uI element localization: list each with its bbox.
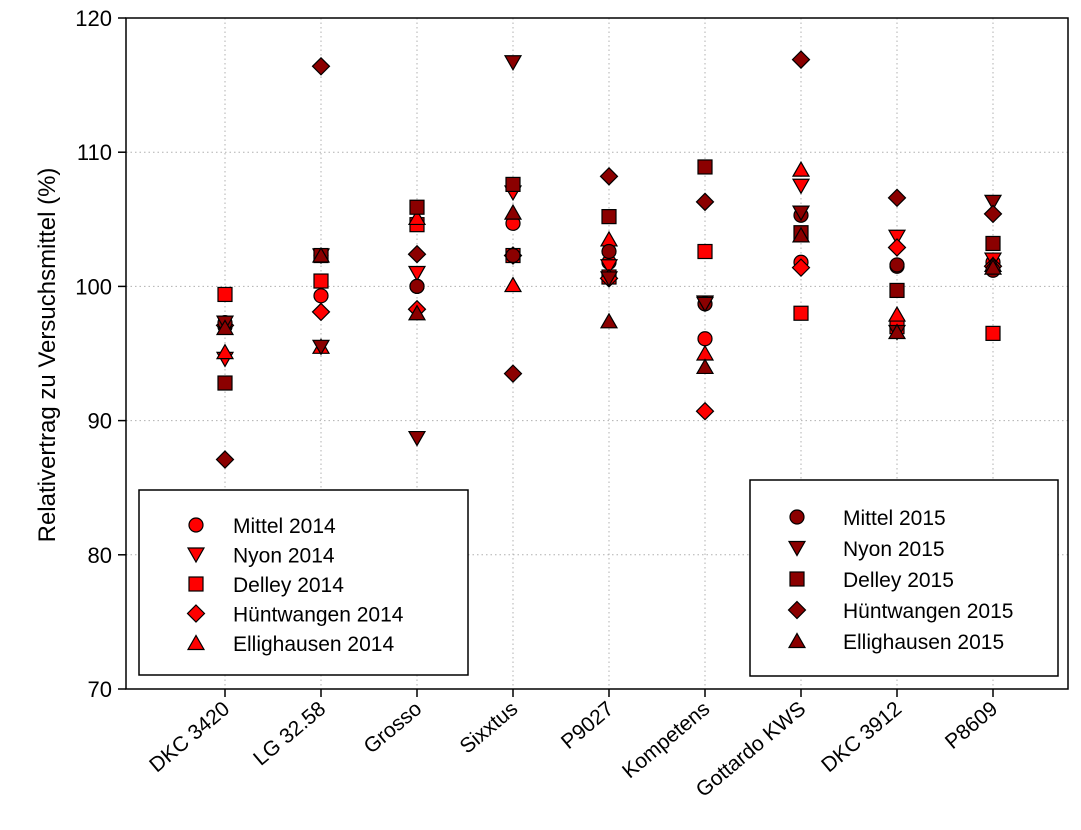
- y-tick-label: 90: [88, 409, 112, 434]
- y-tick-label: 100: [75, 274, 112, 299]
- x-tick-label: P8609: [941, 697, 1002, 754]
- legend-marker: [188, 517, 204, 533]
- data-point: [887, 305, 907, 322]
- data-point: [601, 243, 617, 260]
- data-point: [217, 286, 233, 303]
- data-point: [889, 257, 905, 273]
- data-point: [503, 364, 523, 383]
- data-point: [599, 312, 619, 329]
- data-point: [215, 343, 235, 360]
- data-point: [889, 282, 905, 299]
- data-point: [697, 331, 713, 347]
- data-point: [983, 204, 1003, 224]
- y-tick-label: 110: [77, 140, 112, 165]
- x-tick-label: Grosso: [360, 697, 427, 758]
- data-point: [887, 188, 907, 208]
- data-point: [407, 265, 427, 282]
- data-point: [697, 243, 713, 260]
- legend-label: Ellighausen 2014: [233, 633, 394, 656]
- data-point: [793, 305, 809, 321]
- legend-marker: [186, 547, 206, 564]
- data-point: [217, 375, 233, 391]
- data-point: [791, 226, 811, 243]
- legend-marker: [789, 571, 805, 587]
- legend-marker: [186, 604, 206, 623]
- data-point: [887, 238, 907, 257]
- legend-label: Nyon 2014: [233, 545, 335, 568]
- data-point: [503, 276, 523, 293]
- data-point: [985, 325, 1001, 341]
- data-point: [791, 205, 811, 222]
- legend-label: Mittel 2014: [233, 515, 336, 538]
- data-point: [599, 259, 619, 275]
- data-point: [407, 304, 427, 321]
- data-point: [791, 50, 811, 69]
- legends: Mittel 2014 Nyon 2014 Delley 2014 Hüntwange…: [138, 479, 1059, 677]
- data-point: [695, 401, 715, 421]
- data-point: [505, 247, 521, 264]
- data-point: [791, 258, 811, 277]
- x-tick-label: P9027: [557, 697, 618, 754]
- data-point: [697, 159, 713, 175]
- data-point: [409, 199, 425, 215]
- data-point: [505, 176, 521, 193]
- data-point: [599, 230, 619, 247]
- legend-marker: [787, 632, 807, 649]
- data-point: [983, 258, 1003, 275]
- legend-marker: [188, 576, 204, 592]
- data-point: [695, 192, 715, 212]
- data-point: [695, 344, 715, 361]
- y-axis-label: Relativertrag zu Versuchsmittel (%): [34, 168, 61, 543]
- legend-marker: [787, 540, 807, 557]
- y-tick-label: 80: [88, 543, 112, 568]
- data-point: [599, 271, 619, 288]
- legend-label: Delley 2014: [233, 574, 344, 597]
- data-points: [215, 50, 1003, 469]
- x-tick-label: DKC 3912: [817, 697, 906, 777]
- data-point: [791, 160, 811, 177]
- data-point: [311, 56, 331, 76]
- x-tick-label: Kompetens: [618, 697, 714, 783]
- legend-marker: [787, 600, 807, 620]
- legend-marker: [186, 634, 206, 651]
- data-point: [311, 302, 331, 322]
- legend-label: Delley 2015: [843, 569, 954, 592]
- data-point: [407, 430, 427, 447]
- data-point: [601, 209, 617, 225]
- data-point: [311, 339, 331, 356]
- data-point: [409, 278, 425, 294]
- data-point: [311, 246, 331, 263]
- data-point: [791, 178, 811, 195]
- data-point: [407, 244, 427, 264]
- data-point: [599, 167, 619, 186]
- axes: 70 80 90 100 110 120 DKC 3420 LG 32.58 Grosso Six…: [75, 6, 1069, 802]
- x-tick-label: LG 32.58: [249, 697, 330, 770]
- data-point: [313, 288, 329, 304]
- data-point: [887, 229, 907, 246]
- legend-label: Nyon 2015: [843, 538, 945, 561]
- legend-label: Mittel 2015: [843, 507, 946, 530]
- y-tick-label: 120: [75, 6, 112, 31]
- data-point: [695, 358, 715, 375]
- data-point: [215, 450, 235, 469]
- data-point: [313, 273, 329, 289]
- data-point: [983, 194, 1003, 211]
- data-point: [695, 296, 715, 313]
- y-tick-label: 70: [88, 677, 112, 702]
- data-point: [407, 209, 427, 226]
- x-tick-label: DKC 3420: [145, 697, 234, 777]
- data-point: [887, 323, 907, 340]
- data-point: [215, 319, 235, 336]
- legend-label: Hüntwangen 2014: [233, 604, 404, 627]
- data-point: [503, 55, 523, 71]
- x-tick-label: Sixxtus: [456, 697, 523, 758]
- plot-frame: [125, 17, 1069, 690]
- data-point: [503, 203, 523, 220]
- legend-label: Hüntwangen 2015: [843, 600, 1013, 623]
- legend-label: Ellighausen 2015: [843, 631, 1004, 654]
- data-point: [985, 235, 1001, 252]
- legend-marker: [789, 509, 805, 525]
